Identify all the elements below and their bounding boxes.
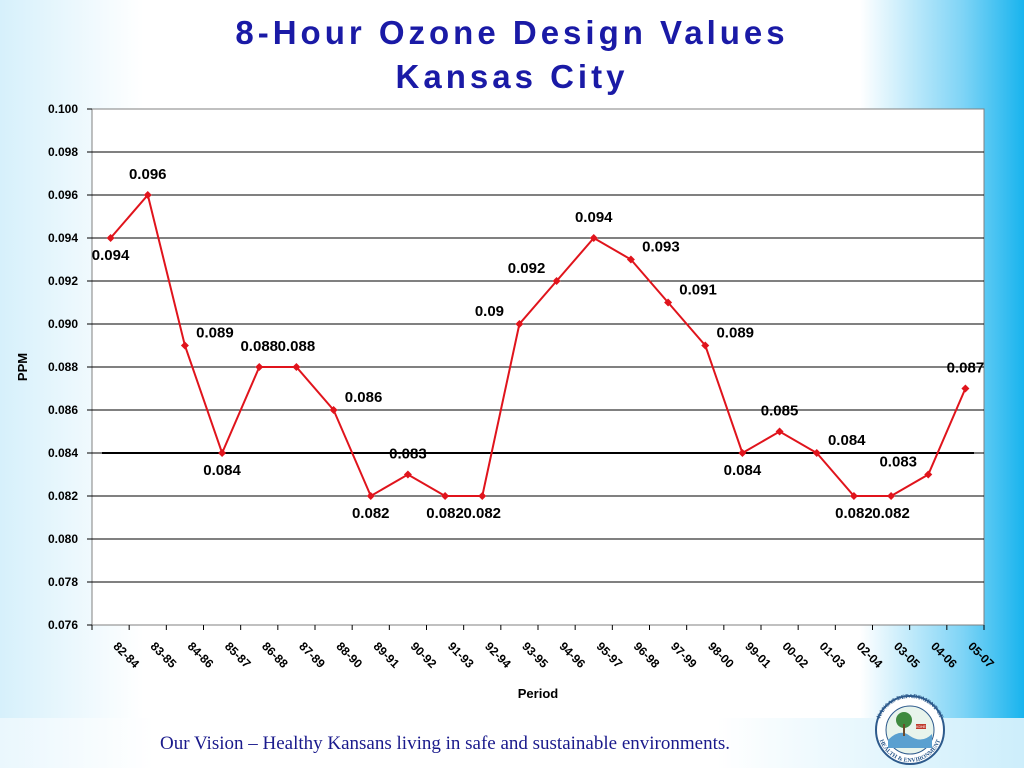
y-axis-title: PPM: [15, 353, 30, 381]
data-point-marker: [664, 298, 673, 307]
data-point-marker: [849, 492, 858, 500]
y-tick-label: 0.094: [48, 231, 78, 245]
data-point-marker: [255, 363, 264, 371]
data-label: 0.094: [92, 247, 130, 264]
data-point-marker: [626, 255, 635, 264]
chart-title-line2: Kansas City: [395, 58, 629, 95]
data-point-marker: [329, 406, 338, 414]
chart-title-line1: 8-Hour Ozone Design Values: [235, 14, 789, 51]
y-tick-label: 0.076: [48, 618, 78, 632]
y-tick-label: 0.078: [48, 575, 78, 589]
x-tick-label: 85-87: [222, 639, 254, 671]
x-tick-label: 83-85: [148, 639, 180, 671]
data-label: 0.09: [475, 303, 504, 320]
seal-badge: [916, 724, 926, 729]
x-tick-label: 04-06: [928, 639, 960, 671]
data-point-marker: [924, 470, 933, 479]
x-tick-label: 03-05: [891, 639, 923, 671]
data-label: 0.084: [203, 462, 241, 479]
x-tick-label: 98-00: [705, 639, 737, 671]
data-point-marker: [589, 234, 598, 242]
data-label: 0.089: [716, 325, 754, 342]
y-tick-label: 0.096: [48, 188, 78, 202]
data-label: 0.096: [129, 166, 167, 183]
y-tick-label: 0.100: [48, 102, 78, 116]
svg-text:KDHE: KDHE: [916, 725, 926, 729]
data-label: 0.086: [345, 389, 383, 406]
data-label: 0.093: [642, 239, 680, 256]
kdhe-seal-logo: KDHE KANSAS DEPARTMENT OF HEALTH & ENVIR…: [875, 694, 945, 765]
y-tick-label: 0.080: [48, 532, 78, 546]
data-label: 0.094: [575, 209, 613, 226]
data-label: 0.083: [389, 446, 427, 463]
x-tick-label: 91-93: [445, 639, 477, 671]
data-label: 0.088: [240, 338, 278, 355]
data-label: 0.082: [872, 505, 910, 522]
x-tick-label: 02-04: [854, 639, 886, 671]
x-tick-label: 90-92: [408, 639, 440, 671]
y-tick-label: 0.088: [48, 360, 78, 374]
data-point-marker: [887, 492, 896, 500]
data-label: 0.082: [463, 505, 501, 522]
data-point-marker: [143, 191, 152, 199]
data-point-marker: [441, 492, 450, 500]
footer-vision-text: Our Vision – Healthy Kansans living in s…: [160, 733, 730, 754]
y-tick-label: 0.082: [48, 489, 78, 503]
y-tick-label: 0.084: [48, 446, 78, 460]
data-point-marker: [738, 449, 747, 457]
data-point-marker: [961, 384, 970, 393]
data-label: 0.084: [724, 462, 762, 479]
x-tick-label: 96-98: [631, 639, 663, 671]
data-label: 0.082: [835, 505, 873, 522]
data-label: 0.092: [508, 260, 546, 277]
x-tick-label: 00-02: [779, 639, 811, 671]
x-axis-title: Period: [518, 686, 559, 701]
data-label: 0.091: [679, 282, 717, 299]
y-tick-label: 0.098: [48, 145, 78, 159]
x-tick-label: 93-95: [519, 639, 551, 671]
x-tick-label: 01-03: [817, 639, 849, 671]
ozone-line-chart: 0.0760.0780.0800.0820.0840.0860.0880.090…: [15, 102, 997, 701]
data-point-marker: [515, 320, 524, 328]
data-label: 0.088: [278, 338, 316, 355]
footer-band: [0, 718, 1024, 768]
x-tick-label: 92-94: [482, 639, 514, 671]
x-tick-label: 86-88: [259, 639, 291, 671]
data-label: 0.083: [879, 454, 917, 471]
x-tick-label: 94-96: [556, 639, 588, 671]
x-tick-label: 97-99: [668, 639, 700, 671]
data-point-marker: [366, 492, 375, 500]
y-tick-label: 0.086: [48, 403, 78, 417]
series-line: [109, 192, 967, 498]
x-tick-label: 88-90: [333, 639, 365, 671]
y-tick-label: 0.092: [48, 274, 78, 288]
data-label: 0.087: [947, 360, 985, 377]
x-tick-label: 84-86: [185, 639, 217, 671]
data-point-marker: [180, 341, 189, 350]
data-point-marker: [106, 234, 115, 242]
data-label: 0.082: [352, 505, 390, 522]
x-tick-label: 82-84: [110, 639, 142, 671]
data-point-marker: [218, 449, 227, 457]
x-tick-label: 99-01: [742, 639, 774, 671]
x-tick-label: 89-91: [371, 639, 403, 671]
y-tick-label: 0.090: [48, 317, 78, 331]
data-point-marker: [812, 449, 821, 457]
data-label: 0.082: [426, 505, 464, 522]
x-tick-label: 05-07: [965, 639, 997, 671]
x-tick-label: 87-89: [296, 639, 328, 671]
data-point-marker: [292, 363, 301, 371]
data-point-marker: [403, 470, 412, 479]
data-point-marker: [552, 277, 561, 285]
data-point-marker: [701, 341, 710, 350]
data-label: 0.084: [828, 432, 866, 449]
x-tick-label: 95-97: [594, 639, 626, 671]
data-label: 0.085: [761, 403, 799, 420]
data-point-marker: [775, 427, 784, 436]
data-point-marker: [478, 492, 487, 500]
data-label: 0.089: [196, 325, 234, 342]
